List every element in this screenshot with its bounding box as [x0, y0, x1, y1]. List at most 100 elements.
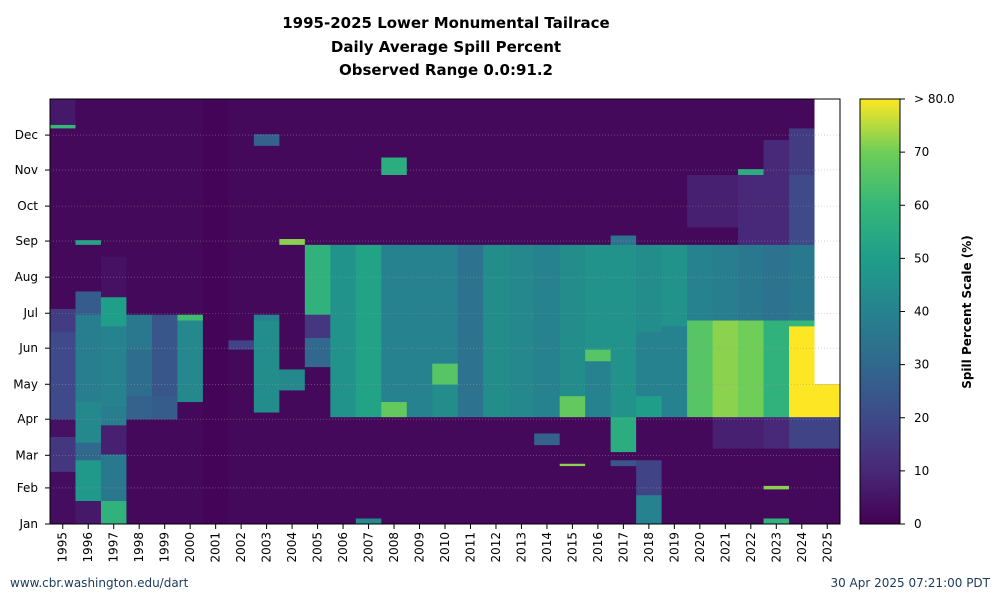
- heatmap-cell-2016: [585, 360, 612, 418]
- x-tick-label-2006: 2006: [336, 532, 350, 563]
- heatmap-cell-1998: [126, 395, 153, 420]
- y-tick-label-jan: Jan: [19, 517, 39, 531]
- heatmap-cell-2021: [712, 174, 739, 228]
- y-tick-label-apr: Apr: [17, 412, 38, 426]
- heatmap-cell-2009: [406, 99, 433, 245]
- heatmap-cell-2004: [279, 99, 306, 240]
- heatmap-cell-2019: [661, 99, 688, 245]
- heatmap-cell-2013: [508, 244, 535, 418]
- heatmap-cell-2000: [177, 314, 204, 321]
- heatmap-cell-2007: [355, 244, 382, 418]
- heatmap-cell-2020: [687, 320, 713, 418]
- heatmap-cell-2008: [381, 416, 408, 525]
- colorbar-tick-label: 70: [914, 145, 929, 159]
- heatmap-cell-1997: [100, 425, 127, 455]
- heatmap-cell-2022: [738, 174, 764, 245]
- heatmap-cell-2015: [559, 416, 586, 464]
- heatmap-cell-2010: [432, 244, 459, 364]
- heatmap-cell-2007: [355, 518, 382, 525]
- heatmap-cell-2017: [610, 459, 637, 467]
- x-tick-label-2003: 2003: [260, 532, 274, 563]
- heatmap-cell-2000: [177, 99, 204, 315]
- x-tick-label-2008: 2008: [387, 532, 401, 563]
- heatmap-cell-2018: [636, 494, 663, 525]
- heatmap-cell-2021: [712, 244, 739, 321]
- heatmap-cell-2013: [508, 416, 535, 525]
- heatmap-cell-2009: [406, 416, 433, 525]
- chart-title-line-3: Observed Range 0.0:91.2: [339, 61, 553, 79]
- heatmap-cell-2008: [381, 99, 408, 158]
- heatmap-cell-2015: [559, 244, 586, 397]
- x-tick-label-2005: 2005: [311, 532, 325, 563]
- heatmap-cell-2023: [763, 485, 790, 490]
- heatmap-cell-2022: [738, 168, 764, 175]
- heatmap-cell-2014: [534, 433, 561, 446]
- heatmap-cell-1997: [100, 326, 127, 408]
- y-tick-label-aug: Aug: [15, 270, 38, 284]
- heatmap-cell-1996: [75, 239, 102, 245]
- x-tick-label-2014: 2014: [540, 532, 554, 563]
- colorbar-tick-label: 40: [914, 305, 929, 319]
- heatmap-cell-2012: [483, 416, 510, 525]
- heatmap-cell-2023: [763, 489, 790, 519]
- heatmap-cell-2015: [559, 99, 586, 245]
- x-tick-label-2016: 2016: [591, 532, 605, 563]
- heatmap-cell-1998: [126, 314, 153, 350]
- heatmap-cell-2004: [279, 244, 306, 370]
- heatmap-cell-1997: [100, 296, 127, 327]
- x-tick-label-2025: 2025: [820, 532, 834, 563]
- heatmap-cell-2003: [253, 320, 280, 413]
- x-tick-label-2024: 2024: [795, 532, 809, 563]
- x-tick-label-2012: 2012: [489, 532, 503, 563]
- heatmap-cell-2005: [304, 99, 331, 245]
- heatmap-cell-2017: [610, 465, 637, 525]
- heatmap-cell-2021: [712, 227, 739, 245]
- heatmap-cell-2019: [661, 244, 688, 327]
- heatmap-cell-2022: [738, 320, 764, 418]
- heatmap-cell-1999: [151, 314, 178, 397]
- heatmap-cell-2022: [738, 416, 764, 449]
- heatmap-cell-1997: [100, 99, 127, 257]
- y-tick-label-jun: Jun: [18, 341, 38, 355]
- heatmap-cell-2012: [483, 244, 510, 418]
- heatmap-cell-1997: [100, 454, 127, 502]
- heatmap-cell-2014: [534, 416, 561, 434]
- heatmap-cell-2020: [687, 174, 713, 228]
- heatmap-cell-2008: [381, 157, 408, 175]
- y-tick-label-mar: Mar: [15, 448, 38, 462]
- heatmap-cell-2000: [177, 320, 204, 403]
- heatmap-cell-2023: [763, 320, 790, 418]
- heatmap-cell-2007: [355, 416, 382, 519]
- heatmap-cell-1998: [126, 99, 153, 315]
- heatmap-cell-2011: [457, 416, 484, 525]
- heatmap-cell-1996: [75, 401, 102, 443]
- x-tick-label-1996: 1996: [81, 532, 95, 563]
- heatmap-cell-2023: [763, 518, 790, 525]
- colorbar-axis: 0 10 20 30 40 50 60 70 > 80.0: [900, 92, 955, 531]
- x-tick-label-1999: 1999: [158, 532, 172, 563]
- y-tick-label-nov: Nov: [15, 163, 38, 177]
- heatmap-cell-2024: [789, 326, 815, 418]
- x-tick-label-1997: 1997: [107, 532, 121, 563]
- heatmap-cell-1995: [50, 419, 76, 437]
- footer-site-link[interactable]: www.cbr.washington.edu/dart: [10, 576, 189, 590]
- heatmap-cell-2014: [534, 444, 561, 525]
- heatmap-cell-2023: [763, 448, 790, 486]
- heatmap-cell-2010: [432, 416, 459, 525]
- heatmap-cell-1995: [50, 331, 76, 420]
- x-tick-label-2001: 2001: [209, 532, 223, 563]
- x-tick-label-2021: 2021: [718, 532, 732, 563]
- heatmap-cell-2023: [763, 139, 790, 245]
- chart-title-line-2: Daily Average Spill Percent: [331, 38, 561, 56]
- heatmap-cell-2019: [661, 326, 688, 418]
- y-axis: Jan Feb Mar Apr May Jun Jul Aug Sep Oct Nov Dec: [13, 128, 50, 531]
- heatmap-cell-2022: [738, 244, 764, 321]
- heatmap-cell-2024: [789, 448, 815, 525]
- heatmap-cell-2005: [304, 244, 331, 315]
- heatmap-cell-2023: [763, 244, 790, 321]
- heatmap-cell-2018: [636, 395, 663, 418]
- heatmap-cell-1999: [151, 419, 178, 525]
- heatmap-cell-2010: [432, 99, 459, 245]
- heatmap-cell-2008: [381, 401, 408, 418]
